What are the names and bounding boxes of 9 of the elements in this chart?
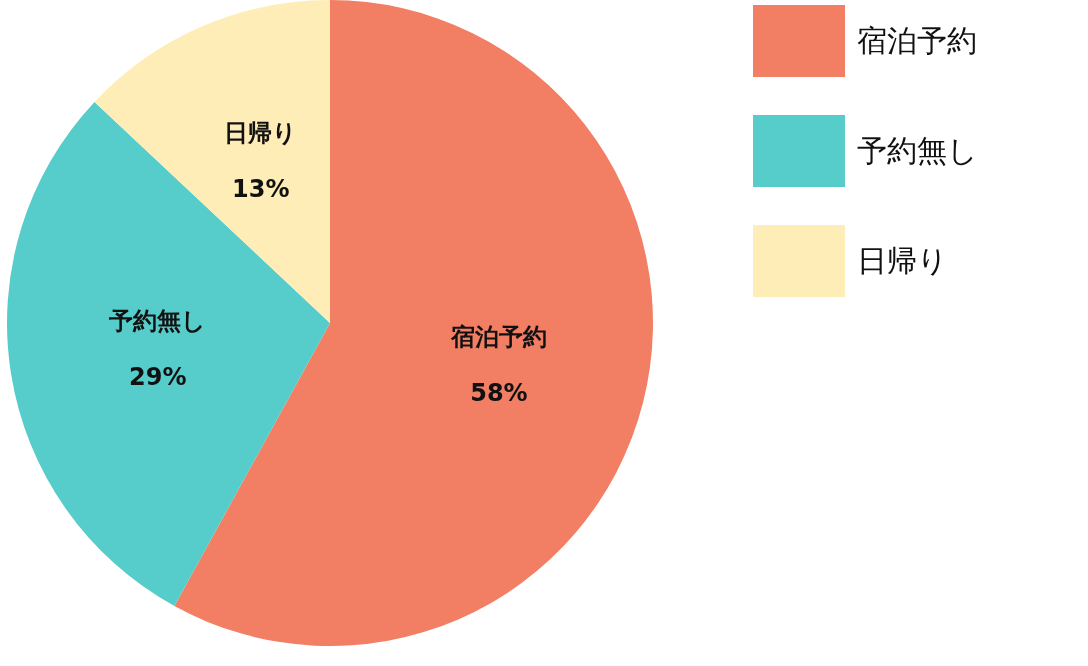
slice-label: 予約無し [108,306,207,335]
data-label: 13% [232,175,290,204]
slice-label: 宿泊予約 [449,322,547,351]
legend-label: 予約無し [857,131,978,170]
legend-label: 日帰り [857,241,948,280]
legend-label: 宿泊予約 [857,21,977,60]
data-label: 29% [129,362,187,391]
data-label: 58% [470,378,528,407]
slice-label: 日帰り [224,119,298,148]
